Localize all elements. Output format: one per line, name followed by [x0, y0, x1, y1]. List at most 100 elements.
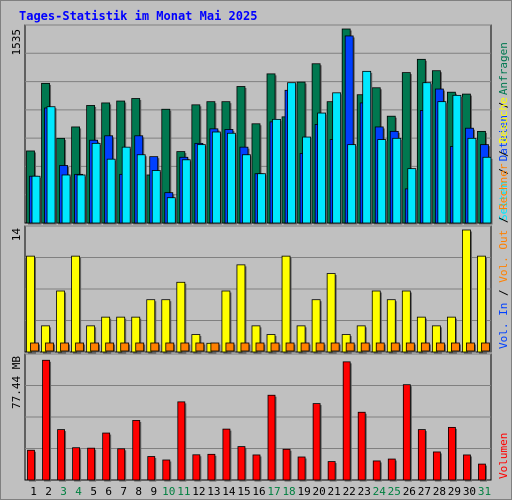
- legend-bottom: Volumen: [497, 433, 510, 479]
- legend-mid-separator: /: [497, 283, 510, 303]
- bar-seiten-day-31: [482, 156, 492, 224]
- bar-rechner-day-14: [225, 342, 235, 352]
- bar-besuche-day-28: [431, 325, 441, 353]
- bar-volumen-day-9: [147, 456, 156, 481]
- mid-max-label: 14: [10, 228, 23, 242]
- bar-rechner-day-7: [120, 342, 130, 352]
- bar-besuche-day-6: [101, 316, 111, 353]
- day-label: 20: [313, 485, 326, 498]
- bar-volumen-day-4: [72, 447, 80, 481]
- bar-seiten-day-13: [211, 131, 221, 224]
- bar-besuche-day-29: [447, 316, 456, 353]
- bar-rechner-day-19: [300, 342, 310, 352]
- bar-rechner-day-2: [45, 342, 54, 352]
- bar-besuche-day-15: [236, 264, 246, 353]
- bar-rechner-day-16: [255, 342, 265, 352]
- bar-rechner-day-21: [330, 342, 340, 352]
- day-label: 3: [60, 485, 67, 498]
- bar-seiten-day-11: [181, 159, 191, 224]
- day-label: 2: [45, 485, 52, 498]
- bar-seiten-day-14: [227, 132, 236, 224]
- bar-volumen-day-17: [267, 394, 276, 481]
- bar-seiten-day-19: [302, 136, 311, 224]
- bar-seiten-day-21: [332, 92, 342, 224]
- bar-rechner-day-3: [60, 342, 69, 352]
- bar-besuche-day-4: [71, 255, 80, 353]
- bar-seiten-day-2: [46, 106, 56, 224]
- bar-seiten-day-29: [452, 94, 462, 224]
- bar-volumen-day-12: [192, 454, 201, 481]
- day-label: 23: [358, 485, 371, 498]
- bar-besuche-day-25: [386, 299, 396, 353]
- bar-volumen-day-19: [297, 456, 306, 481]
- bar-seiten-day-30: [467, 137, 477, 224]
- legend-mid-separator: /: [497, 210, 510, 230]
- bottom-max-label: 77.44 MB: [10, 356, 23, 409]
- day-label: 21: [328, 485, 341, 498]
- bar-rechner-day-15: [240, 342, 250, 352]
- bar-besuche-day-30: [462, 229, 471, 353]
- day-label: 13: [207, 485, 220, 498]
- bar-seiten-day-17: [272, 118, 281, 224]
- bar-seiten-day-27: [422, 82, 432, 224]
- bar-rechner-day-25: [390, 342, 400, 352]
- day-label: 9: [150, 485, 157, 498]
- day-label: 16: [252, 485, 265, 498]
- bar-rechner-day-5: [90, 342, 100, 352]
- bar-rechner-day-9: [150, 342, 160, 352]
- bar-rechner-day-1: [30, 342, 39, 352]
- bar-rechner-day-11: [180, 342, 190, 352]
- bar-besuche-day-26: [401, 290, 411, 353]
- day-label: 30: [463, 485, 476, 498]
- bar-volumen-day-23: [357, 411, 366, 481]
- bar-rechner-day-30: [466, 342, 475, 352]
- bar-volumen-day-30: [463, 454, 471, 481]
- bar-seiten-day-28: [437, 101, 447, 224]
- bar-rechner-day-20: [315, 342, 325, 352]
- bar-seiten-day-1: [31, 175, 41, 224]
- bar-seiten-day-6: [106, 158, 116, 224]
- bar-volumen-day-11: [177, 401, 186, 481]
- bar-volumen-day-16: [252, 454, 261, 481]
- bar-volumen-day-15: [237, 446, 246, 481]
- legend-top-seiten: Seiten: [497, 181, 510, 221]
- bar-volumen-day-24: [372, 460, 381, 481]
- day-label: 6: [105, 485, 112, 498]
- day-label: 15: [237, 485, 250, 498]
- bar-rechner-day-8: [135, 342, 145, 352]
- bar-rechner-day-26: [405, 342, 415, 352]
- bar-seiten-day-24: [377, 139, 387, 224]
- day-label: 17: [267, 485, 280, 498]
- chart-title: Tages-Statistik im Monat Mai 2025: [19, 9, 258, 23]
- bar-besuche-day-7: [116, 316, 126, 353]
- legend-top-separator: /: [497, 95, 510, 115]
- legend-mid-vol-out: Vol. Out: [497, 230, 510, 283]
- bar-besuche-day-19: [296, 325, 306, 353]
- bar-besuche-day-21: [326, 273, 336, 353]
- bar-seiten-day-26: [407, 168, 417, 224]
- bar-volumen-day-25: [387, 458, 396, 481]
- day-label: 4: [75, 485, 82, 498]
- bar-volumen-day-10: [162, 459, 171, 481]
- day-label: 11: [177, 485, 190, 498]
- bar-besuche-day-1: [26, 255, 35, 353]
- bar-seiten-day-7: [121, 146, 131, 224]
- day-label: 8: [135, 485, 142, 498]
- bar-volumen-day-6: [102, 432, 111, 481]
- day-label: 27: [418, 485, 431, 498]
- bar-seiten-day-15: [242, 154, 251, 224]
- legend-top-dateien: Dateien: [497, 115, 510, 161]
- bar-rechner-day-24: [375, 342, 385, 352]
- bar-besuche-day-20: [311, 299, 321, 353]
- bar-rechner-day-29: [451, 342, 460, 352]
- bar-besuche-day-2: [41, 325, 50, 353]
- bar-volumen-day-28: [432, 451, 441, 481]
- bar-rechner-day-10: [165, 342, 175, 352]
- bar-volumen-day-18: [282, 448, 291, 481]
- bar-volumen-day-8: [132, 420, 141, 481]
- bar-besuche-day-23: [356, 325, 366, 353]
- bar-volumen-day-31: [478, 463, 486, 481]
- legend-top: Seiten / Dateien / Anfragen: [497, 42, 510, 221]
- bar-rechner-day-22: [345, 342, 355, 352]
- bar-seiten-day-5: [91, 142, 101, 224]
